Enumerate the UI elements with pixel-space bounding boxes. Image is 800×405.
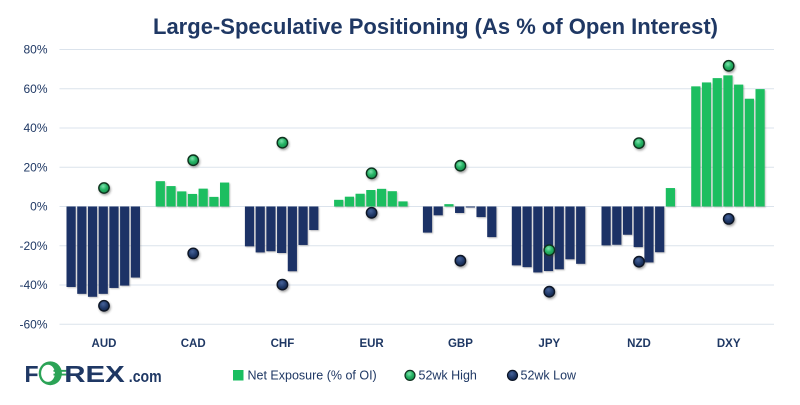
svg-text:80%: 80% xyxy=(23,43,47,57)
svg-text:AUD: AUD xyxy=(92,338,117,350)
svg-text:REX: REX xyxy=(64,361,125,387)
svg-text:JPY: JPY xyxy=(538,338,560,350)
svg-text:Large-Speculative Positioning: Large-Speculative Positioning (As % of O… xyxy=(153,14,718,39)
svg-text:52wk Low: 52wk Low xyxy=(521,369,578,383)
svg-text:52wk High: 52wk High xyxy=(419,369,477,383)
svg-text:NZD: NZD xyxy=(627,338,651,350)
svg-text:40%: 40% xyxy=(23,121,47,135)
svg-text:20%: 20% xyxy=(23,160,47,174)
svg-text:0%: 0% xyxy=(30,200,48,214)
svg-text:-40%: -40% xyxy=(19,278,47,292)
svg-text:60%: 60% xyxy=(23,82,47,96)
svg-text:CAD: CAD xyxy=(181,338,206,350)
svg-text:-60%: -60% xyxy=(19,318,47,332)
svg-text:.com: .com xyxy=(129,367,162,386)
svg-text:EUR: EUR xyxy=(359,338,384,350)
svg-text:GBP: GBP xyxy=(448,338,473,350)
svg-text:DXY: DXY xyxy=(717,338,741,350)
svg-text:-20%: -20% xyxy=(19,239,47,253)
svg-text:CHF: CHF xyxy=(271,338,295,350)
svg-text:F: F xyxy=(25,361,39,387)
svg-text:Net Exposure (% of OI): Net Exposure (% of OI) xyxy=(248,369,377,383)
